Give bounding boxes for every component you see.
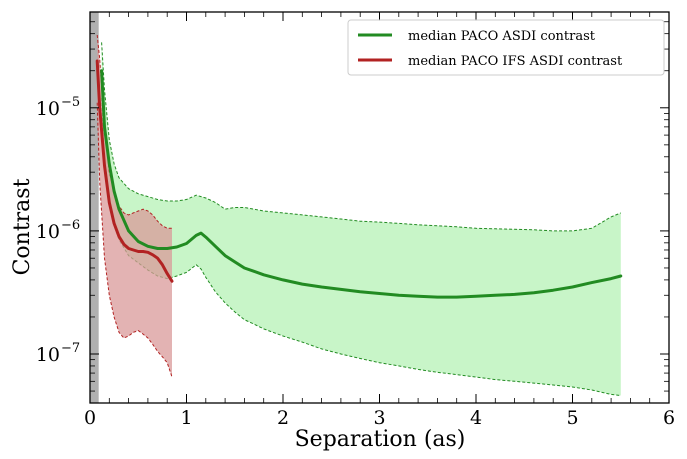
- x-tick-label: 3: [373, 407, 385, 429]
- legend-label-0: median PACO ASDI contrast: [408, 29, 596, 44]
- series-1-lower-bound: [96, 102, 173, 378]
- y-tick-exponent: −6: [61, 218, 80, 233]
- series-1-median-line: [95, 59, 174, 283]
- legend-box: [347, 19, 665, 76]
- y-tick-label: 10: [36, 344, 60, 366]
- series-0-band: [101, 42, 621, 396]
- y-tick-exponent: −5: [61, 95, 80, 110]
- x-tick-label: 4: [470, 407, 482, 429]
- series-0-upper-bound: [101, 42, 621, 232]
- y-tick-label: 10: [36, 98, 60, 120]
- y-tick-exponent: −7: [61, 341, 80, 356]
- series-0-median-line: [100, 69, 623, 299]
- inner-working-angle-shade: [90, 12, 99, 403]
- plot-area: [90, 12, 623, 403]
- axes: 0 1 2 3 4 5 610−710−610−5: [36, 11, 675, 429]
- plot-content: [90, 12, 623, 403]
- x-tick-label: 2: [277, 407, 289, 429]
- x-tick-label: 1: [180, 407, 192, 429]
- legend-label-1: median PACO IFS ASDI contrast: [408, 54, 623, 69]
- y-axis-label: Contrast: [10, 178, 35, 275]
- y-tick-label: 10: [36, 221, 60, 243]
- legend: median PACO ASDI contrast median PACO IFS…: [347, 19, 665, 76]
- x-axis-label: Separation (as): [295, 427, 466, 452]
- x-tick-label: 6: [663, 407, 675, 429]
- x-tick-label: 0: [84, 407, 96, 429]
- series-1-band: [97, 35, 172, 377]
- x-tick-label: 5: [566, 407, 578, 429]
